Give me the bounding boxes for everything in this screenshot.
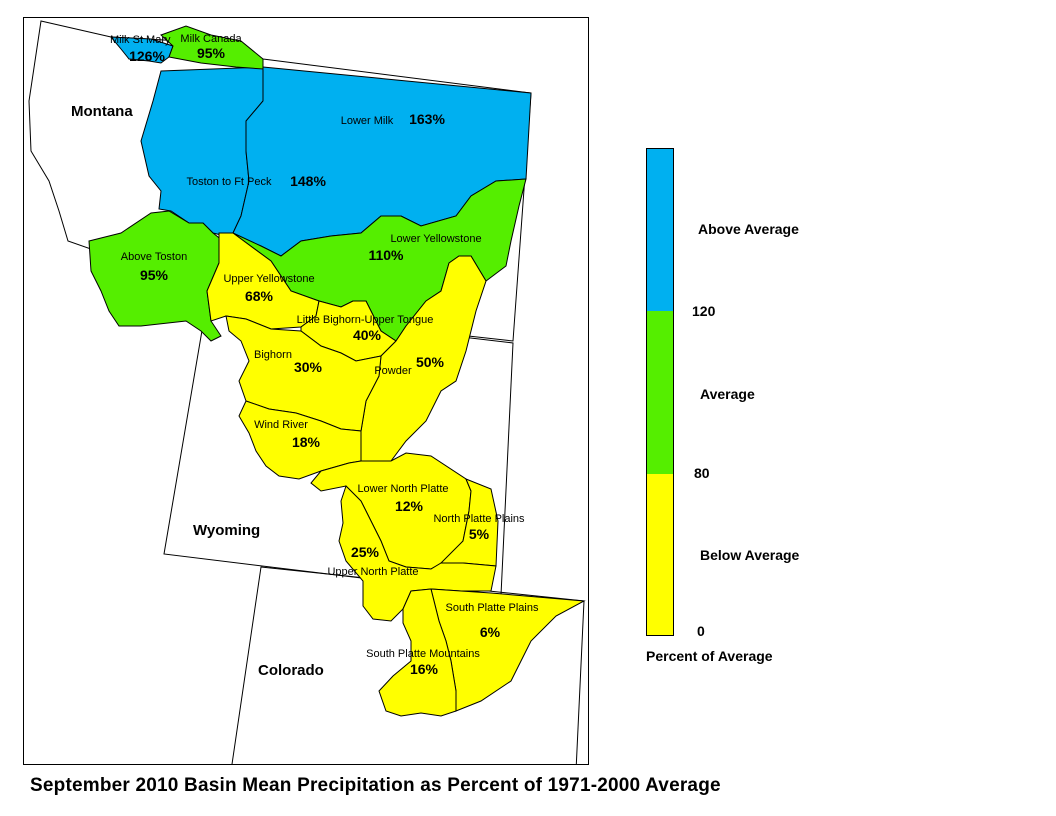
legend-break-0: 0 [697,623,705,639]
basin-name-toston-ft-peck: Toston to Ft Peck [187,176,272,188]
basin-name-wind-river: Wind River [254,419,308,431]
basin-pct-south-platte-plains: 6% [480,624,501,640]
basin-upper-yellowstone[interactable] [206,232,320,330]
map-frame: Montana Wyoming Colorado Milk St Mary 126… [23,17,589,765]
basin-name-south-platte-plains: South Platte Plains [446,602,539,614]
basin-pct-upper-yellowstone: 68% [245,288,274,304]
legend-label-average: Average [700,386,755,402]
legend-swatch-average [647,311,673,474]
basin-pct-lower-yellowstone: 110% [368,247,404,263]
basin-pct-bighorn: 30% [294,359,323,375]
legend-swatch-below [647,474,673,635]
basin-milk-canada[interactable] [160,25,264,70]
basin-name-upper-north-platte: Upper North Platte [327,566,418,578]
basin-name-milk-canada: Milk Canada [180,33,242,45]
basin-name-powder: Powder [374,365,412,377]
basin-pct-toston-ft-peck: 148% [290,173,326,189]
basin-name-lower-milk: Lower Milk [341,115,394,127]
basin-name-little-bighorn: Little Bighorn-Upper Tongue [297,314,434,326]
basin-pct-lower-milk: 163% [409,111,445,127]
legend-break-120: 120 [692,303,716,319]
basin-name-upper-yellowstone: Upper Yellowstone [223,273,314,285]
legend-label-above: Above Average [698,221,799,237]
basin-pct-wind-river: 18% [292,434,321,450]
basin-name-lower-north-platte: Lower North Platte [357,483,448,495]
basin-name-above-toston: Above Toston [121,251,187,263]
basin-pct-milk-st-mary: 126% [129,48,165,64]
basin-name-milk-st-mary: Milk St Mary [110,34,171,46]
basin-milk-st-mary[interactable] [109,36,174,64]
basin-pct-powder: 50% [416,354,445,370]
basin-name-bighorn: Bighorn [254,349,292,361]
basin-name-south-platte-mountains: South Platte Mountains [366,648,480,660]
legend-swatch-above [647,149,673,311]
basin-name-north-platte-plains: North Platte Plains [433,513,525,525]
legend-label-below: Below Average [700,547,800,563]
legend-color-bar [646,148,674,636]
state-label-wyoming: Wyoming [193,522,260,539]
basin-pct-south-platte-mountains: 16% [410,661,439,677]
basin-south-platte-mountains[interactable] [378,588,457,717]
state-label-colorado: Colorado [258,662,324,679]
basin-pct-upper-north-platte: 25% [351,544,380,560]
basin-lower-north-platte[interactable] [310,452,472,570]
map-title: September 2010 Basin Mean Precipitation … [30,775,721,796]
basin-map: Montana Wyoming Colorado Milk St Mary 126… [28,20,586,764]
legend-break-80: 80 [694,465,710,481]
basin-pct-little-bighorn: 40% [353,327,382,343]
basin-pct-milk-canada: 95% [197,45,226,61]
basin-pct-above-toston: 95% [140,267,169,283]
basin-pct-lower-north-platte: 12% [395,498,424,514]
basin-pct-north-platte-plains: 5% [469,526,490,542]
legend-caption: Percent of Average [646,648,773,664]
basin-name-lower-yellowstone: Lower Yellowstone [390,233,481,245]
state-label-montana: Montana [71,103,133,120]
